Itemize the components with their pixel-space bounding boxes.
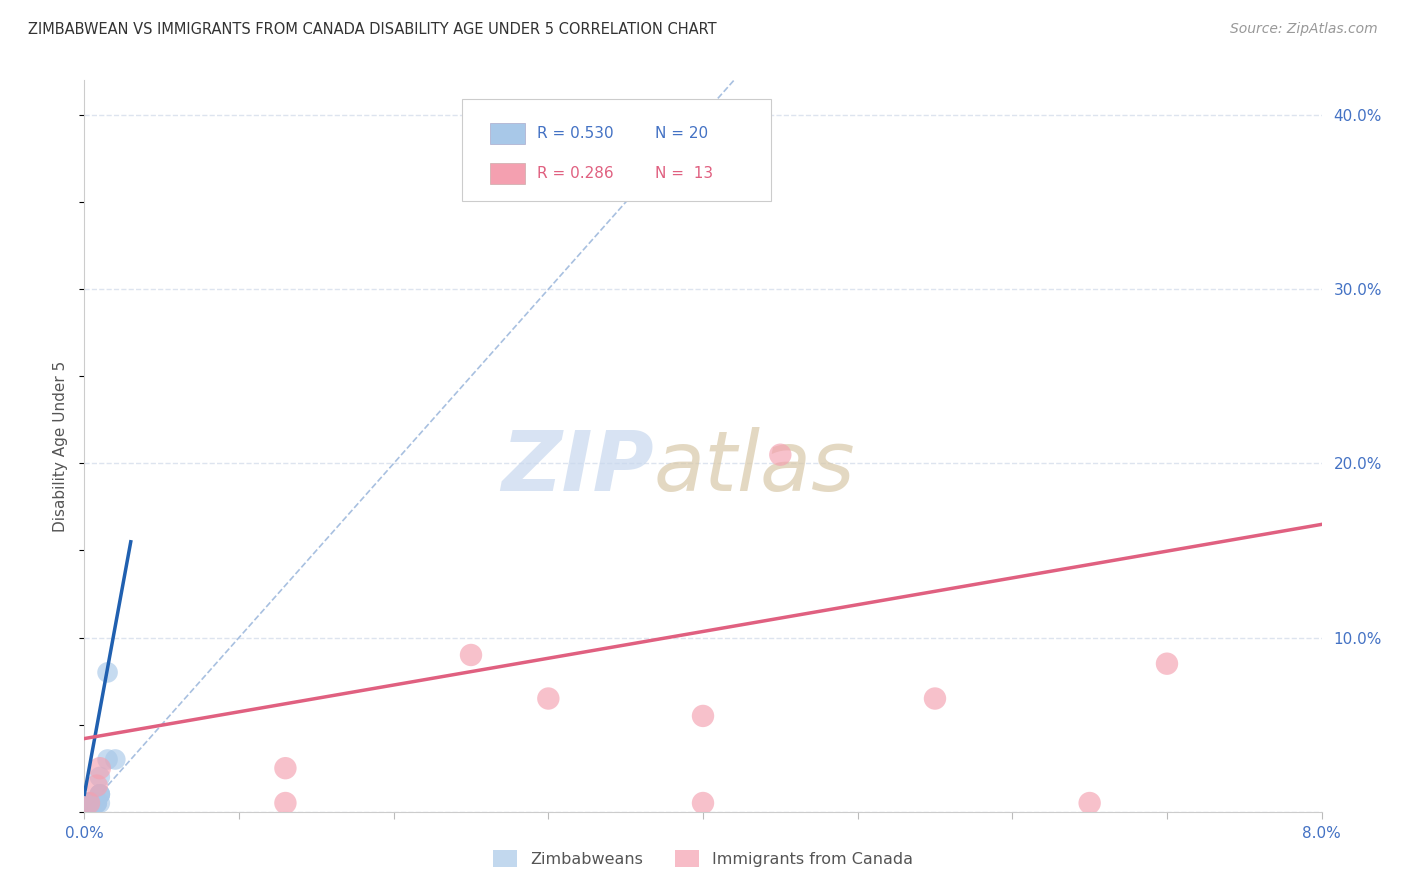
Legend: Zimbabweans, Immigrants from Canada: Zimbabweans, Immigrants from Canada <box>486 844 920 873</box>
Point <box>89 787 111 801</box>
Point <box>274 761 297 775</box>
Point <box>77 796 100 810</box>
Point <box>77 796 100 810</box>
Text: ZIP: ZIP <box>501 427 654 508</box>
Text: ZIMBABWEAN VS IMMIGRANTS FROM CANADA DISABILITY AGE UNDER 5 CORRELATION CHART: ZIMBABWEAN VS IMMIGRANTS FROM CANADA DIS… <box>28 22 717 37</box>
Point <box>89 761 111 775</box>
Text: N = 20: N = 20 <box>655 126 707 141</box>
Point <box>274 796 297 810</box>
Point <box>86 796 108 810</box>
Point <box>89 770 111 784</box>
Point <box>86 796 108 810</box>
Point <box>89 796 111 810</box>
Text: N =  13: N = 13 <box>655 166 713 181</box>
Point <box>77 796 100 810</box>
Point <box>1078 796 1101 810</box>
Text: atlas: atlas <box>654 427 855 508</box>
Point <box>86 796 108 810</box>
Point <box>537 691 560 706</box>
FancyBboxPatch shape <box>461 99 770 201</box>
Point <box>82 796 104 810</box>
Point <box>1156 657 1178 671</box>
Point <box>924 691 946 706</box>
Bar <box>491 123 524 144</box>
Point <box>104 752 127 766</box>
Bar <box>491 163 524 184</box>
Point <box>96 665 120 680</box>
Text: Source: ZipAtlas.com: Source: ZipAtlas.com <box>1230 22 1378 37</box>
Point <box>769 448 792 462</box>
Point <box>460 648 482 662</box>
Point <box>82 796 104 810</box>
Text: R = 0.286: R = 0.286 <box>537 166 614 181</box>
Point <box>77 796 100 810</box>
Point <box>89 787 111 801</box>
Point <box>77 796 100 810</box>
Point <box>96 752 120 766</box>
Point <box>77 796 100 810</box>
Y-axis label: Disability Age Under 5: Disability Age Under 5 <box>53 360 69 532</box>
Point <box>86 779 108 793</box>
Point <box>692 796 714 810</box>
Text: R = 0.530: R = 0.530 <box>537 126 614 141</box>
Point <box>692 709 714 723</box>
Point <box>82 796 104 810</box>
Point <box>82 796 104 810</box>
Point <box>89 787 111 801</box>
